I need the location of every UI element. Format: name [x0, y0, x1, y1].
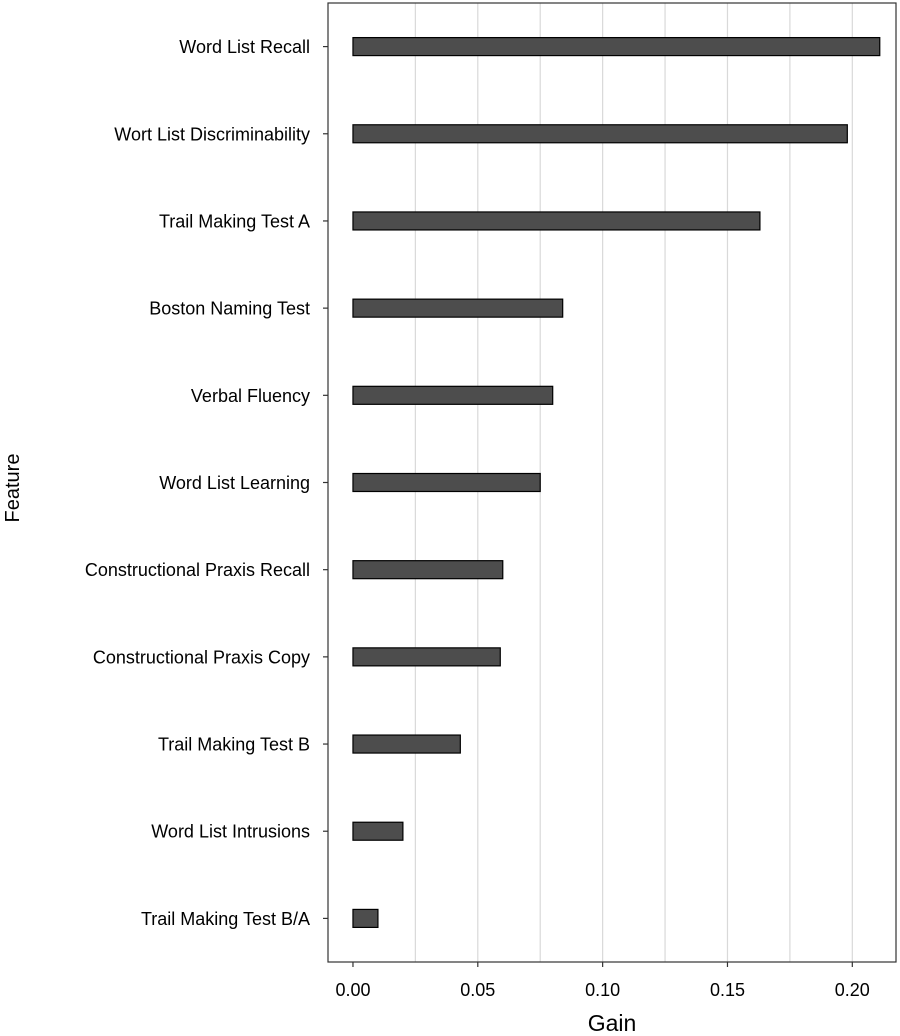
- y-tick-label: Trail Making Test A: [159, 211, 310, 231]
- y-tick-label: Boston Naming Test: [149, 299, 310, 319]
- y-tick-label: Wort List Discriminability: [114, 124, 310, 144]
- x-axis-title: Gain: [588, 1010, 637, 1036]
- x-tick-label: 0.15: [710, 980, 745, 1000]
- y-tick-label: Word List Learning: [159, 473, 310, 493]
- bar: [352, 36, 881, 57]
- y-tick-label: Word List Intrusions: [151, 822, 310, 842]
- y-tick-label: Trail Making Test B: [158, 735, 310, 755]
- x-tick-label: 0.20: [835, 980, 870, 1000]
- y-axis-ticks: Word List Recall Wort List Discriminabili…: [85, 37, 328, 929]
- y-tick-label: Word List Recall: [179, 37, 310, 57]
- y-tick-label: Constructional Praxis Copy: [93, 647, 310, 667]
- bars: [352, 36, 881, 929]
- bar: [352, 908, 379, 929]
- x-tick-label: 0.05: [460, 980, 495, 1000]
- bar: [352, 647, 501, 667]
- x-axis-ticks: 0.00 0.05 0.10 0.15 0.20: [335, 962, 870, 1000]
- bar: [352, 821, 404, 841]
- bar: [352, 211, 761, 231]
- y-tick-label: Verbal Fluency: [191, 386, 310, 406]
- bar: [352, 385, 554, 405]
- bar: [352, 124, 848, 144]
- x-tick-label: 0.10: [585, 980, 620, 1000]
- bar: [352, 734, 461, 754]
- y-tick-label: Trail Making Test B/A: [141, 909, 310, 929]
- bar: [352, 560, 504, 580]
- y-tick-label: Constructional Praxis Recall: [85, 560, 310, 580]
- bar: [352, 298, 564, 318]
- x-tick-label: 0.00: [335, 980, 370, 1000]
- bar: [352, 472, 541, 493]
- y-axis-title: Feature: [2, 454, 24, 523]
